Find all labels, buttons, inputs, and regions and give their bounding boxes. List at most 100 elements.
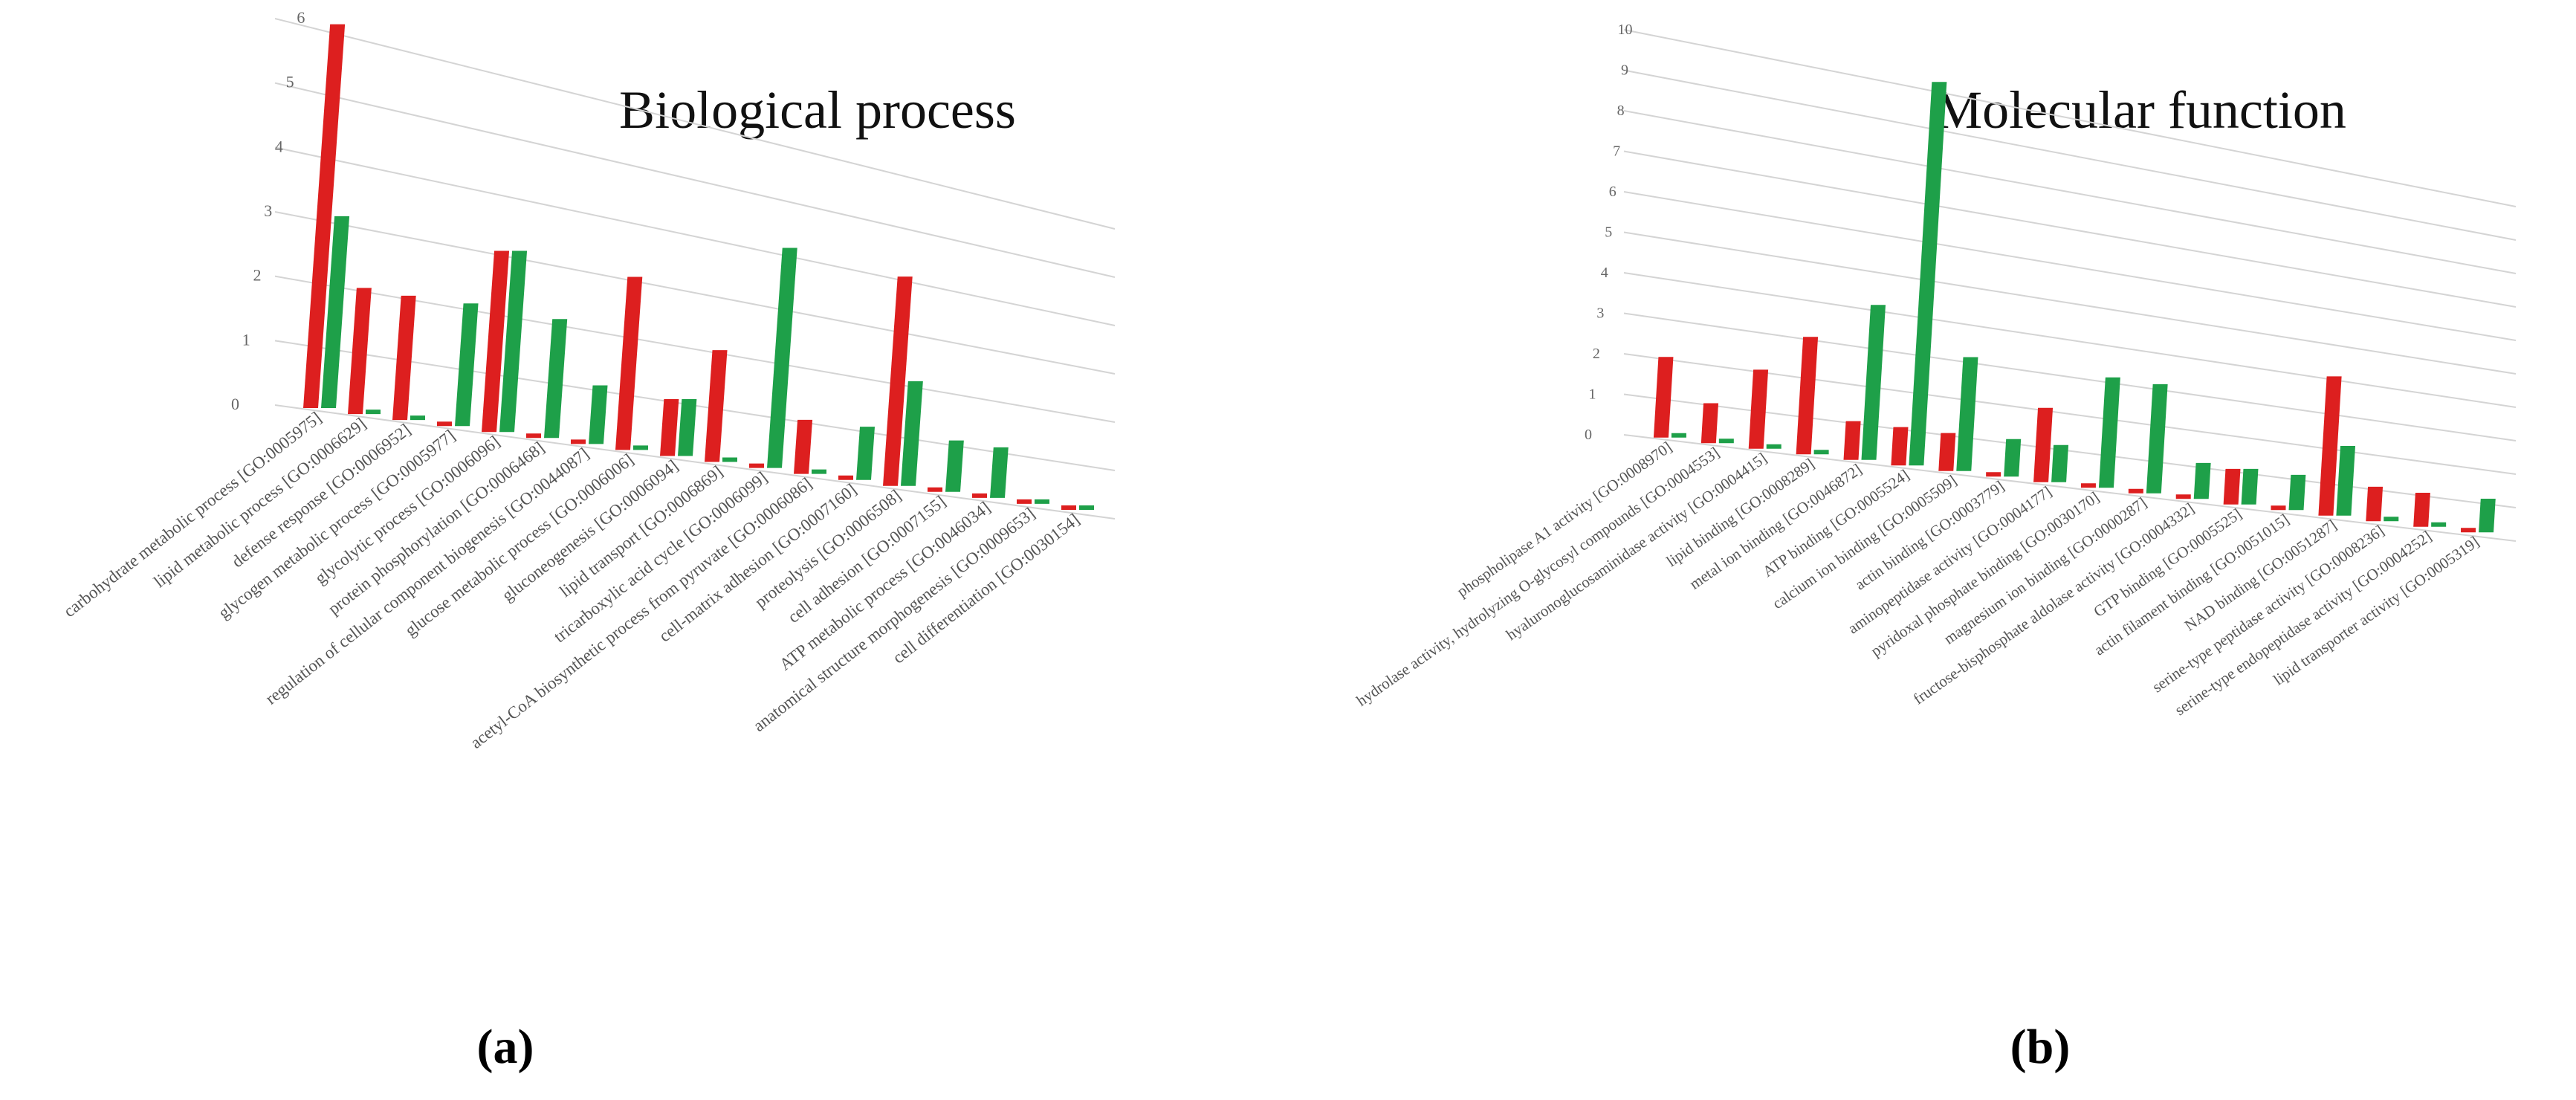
bar-green (1671, 433, 1686, 438)
bar-green (410, 415, 425, 421)
bar-red (2413, 492, 2430, 527)
gridline (1623, 29, 2517, 207)
bar-green (1813, 450, 1829, 455)
y-tick-label: 6 (1609, 184, 1617, 200)
bar-red (1748, 369, 1769, 449)
bar-green (544, 319, 568, 439)
bar-green (901, 381, 923, 486)
y-tick-label: 5 (286, 73, 294, 91)
bar-green (2479, 498, 2496, 533)
bar-red (1061, 505, 1076, 510)
panel-label: (b) (2010, 1020, 2071, 1074)
y-tick-label: 4 (1601, 265, 1608, 281)
bar-green (2241, 468, 2259, 505)
bar-green (366, 410, 381, 415)
bar-red (972, 493, 987, 498)
bar-green (722, 457, 737, 462)
y-tick-label: 2 (1593, 346, 1600, 362)
panel-label: (a) (477, 1020, 534, 1074)
chart-title: Molecular function (1935, 80, 2346, 140)
y-tick-label: 9 (1621, 62, 1628, 79)
bar-red (838, 475, 853, 480)
gridline (1623, 393, 2517, 508)
y-tick-label: 4 (275, 137, 283, 155)
bar-red (1843, 421, 1861, 460)
bar-green (1035, 499, 1049, 504)
gridline (1623, 191, 2517, 341)
bar-red (615, 276, 643, 450)
gridline (1623, 272, 2517, 408)
gridline (1623, 110, 2517, 274)
chart-title: Biological process (619, 80, 1016, 140)
bar-red (482, 250, 510, 433)
bar-red (1986, 472, 2001, 477)
gridline (274, 146, 1116, 326)
bar-red (749, 463, 764, 468)
bar-green (2193, 462, 2211, 499)
bar-red (660, 399, 679, 456)
bar-green (1909, 82, 1947, 466)
bar-red (883, 276, 913, 486)
bar-red (794, 419, 813, 474)
bar-green (321, 216, 350, 409)
y-tick-label: 0 (231, 395, 239, 413)
bar-red (2128, 488, 2143, 494)
bar-red (1653, 357, 1674, 438)
category-label: phospholipase A1 activity [GO:0008970] (1454, 438, 1675, 601)
bar-red (2318, 376, 2342, 516)
bar-red (1938, 433, 1956, 471)
bar-green (2336, 446, 2356, 516)
bar-green (1956, 357, 1978, 471)
bar-red (1796, 337, 1819, 455)
bar-green (1766, 444, 1781, 449)
y-tick-label: 6 (297, 8, 305, 27)
gridline (274, 18, 1116, 230)
bar-red (2175, 494, 2191, 499)
gridline (1623, 231, 2517, 375)
bar-green (499, 250, 528, 433)
y-tick-label: 0 (1585, 427, 1592, 443)
y-tick-label: 1 (242, 330, 250, 349)
bar-green (2384, 517, 2399, 522)
bar-red (1891, 427, 1909, 466)
bar-green (2051, 444, 2069, 482)
bar-red (392, 295, 416, 421)
y-tick-label: 3 (1596, 305, 1604, 322)
category-label: hydrolase activity, hydrolyzing O-glycos… (1353, 444, 1723, 710)
bar-green (812, 469, 826, 474)
gridline (274, 82, 1116, 278)
category-label: glycogen metabolic process [GO:0005977] (215, 426, 459, 622)
bar-red (2223, 468, 2241, 505)
gridline (1623, 150, 2517, 308)
gridline (1623, 434, 2517, 542)
bar-red (2033, 407, 2054, 482)
y-tick-label: 1 (1588, 386, 1596, 403)
bar-green (1861, 305, 1886, 460)
bar-green (589, 385, 608, 444)
bar-red (2271, 505, 2286, 511)
gridline (1623, 353, 2517, 475)
bar-red (348, 288, 372, 415)
bar-red (2461, 528, 2476, 533)
bar-green (2004, 439, 2022, 477)
y-tick-label: 5 (1605, 224, 1612, 241)
bar-red (303, 24, 346, 409)
y-tick-label: 10 (1618, 22, 1633, 38)
bar-green (2431, 522, 2447, 527)
bar-red (705, 350, 728, 462)
bar-red (2366, 486, 2384, 522)
bar-green (633, 445, 648, 450)
bar-green (990, 447, 1009, 498)
gridline (1623, 69, 2517, 241)
y-tick-label: 2 (253, 266, 261, 285)
bar-green (1718, 439, 1734, 444)
bar-red (2080, 483, 2096, 488)
bar-green (1079, 505, 1094, 510)
biological-process-chart: Biological process (a) 0123456carbohydra… (60, 8, 1116, 1074)
bar-red (928, 487, 942, 492)
y-tick-label: 7 (1613, 143, 1620, 160)
molecular-function-chart: Molecular function (b) 0 1 2 3 4 5 6 7 8 9 10 phosp… (1353, 22, 2517, 1074)
y-tick-label: 3 (264, 201, 272, 220)
bar-red (571, 439, 586, 444)
